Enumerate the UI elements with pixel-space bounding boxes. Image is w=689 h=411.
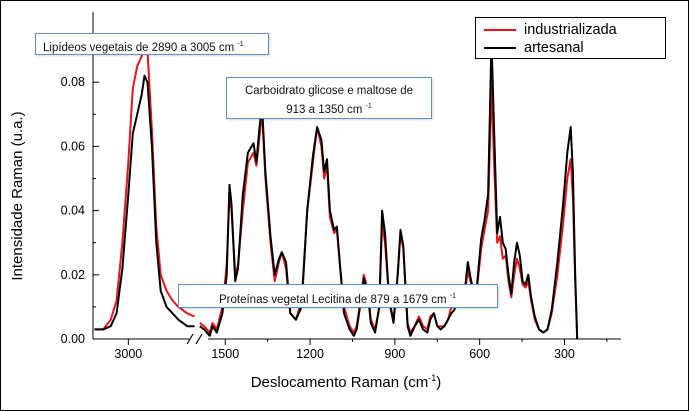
annotation-proteins-text: Proteínas vegetal Lecitina de 879 a 1679… [219, 293, 447, 306]
annotation-lipids: Lipídeos vegetais de 2890 a 3005 cm -1 [35, 33, 269, 55]
x-tick-label: 600 [469, 347, 490, 361]
annotation-proteins-sup: -1 [449, 293, 457, 300]
axes: 0.00 0.02 0.04 0.06 0.08 3000 1500 1200 900 600 30… [61, 12, 621, 361]
x-tick-label: 1200 [296, 347, 324, 361]
annotation-carbohydrates-line2-wrap: 913 a 1350 cm -1 [227, 99, 431, 118]
x-tick-label: 900 [384, 347, 405, 361]
annotation-lipids-text: Lipídeos vegetais de 2890 a 3005 cm [43, 41, 235, 54]
x-axis-label: Deslocamento Raman (cm-1) [251, 373, 442, 391]
x-axis-label-end: ) [436, 374, 441, 391]
legend-swatch-artesanal [484, 47, 516, 49]
legend-label-artesanal: artesanal [524, 40, 584, 56]
x-tick-label: 3000 [114, 347, 142, 361]
y-axis-label: Intensidade Raman (u.a.) [9, 111, 26, 280]
annotation-proteins: Proteínas vegetal Lecitina de 879 a 1679… [178, 284, 498, 308]
legend-swatch-industrializada [484, 29, 516, 31]
series-line-artesanal-high [94, 74, 195, 331]
legend: industrializada artesanal [475, 17, 666, 59]
axis-break-mark-2 [195, 333, 203, 345]
annotation-carbohydrates-line2: 913 a 1350 cm [286, 103, 363, 116]
y-tick-label: 0.08 [61, 75, 85, 89]
legend-item-artesanal: artesanal [476, 39, 665, 57]
x-tick-label: 1500 [211, 347, 239, 361]
annotation-carbohydrates: Carboidrato glicose e maltose de 913 a 13… [226, 77, 432, 119]
annotation-carbohydrates-line1: Carboidrato glicose e maltose de [244, 85, 414, 97]
axis-break-mark-1 [186, 333, 194, 345]
y-tick-label: 0.04 [61, 204, 85, 218]
x-axis-label-sup: -1 [428, 373, 436, 383]
legend-label-industrializada: industrializada [524, 22, 617, 38]
annotation-carbohydrates-sup: -1 [365, 103, 372, 110]
y-tick-label: 0.00 [61, 332, 85, 346]
series-line-artesanal-low [199, 39, 579, 340]
annotation-lipids-sup: -1 [237, 41, 244, 48]
y-tick-label: 0.02 [61, 268, 85, 282]
x-tick-label: 300 [554, 347, 575, 361]
y-tick-label: 0.06 [61, 139, 85, 153]
legend-item-industrializada: industrializada [476, 21, 665, 39]
x-axis-label-main: Deslocamento Raman (cm [251, 374, 429, 391]
